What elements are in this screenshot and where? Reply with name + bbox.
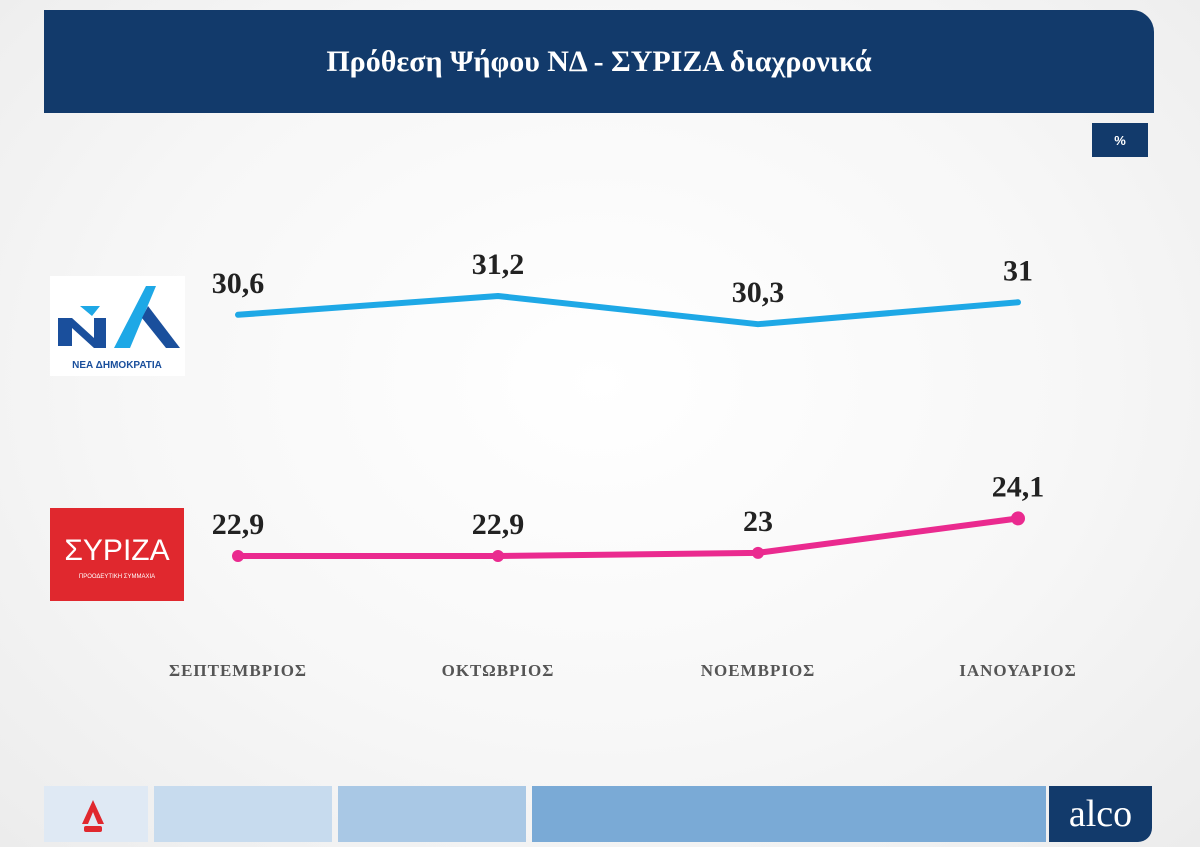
series-1-data-label: 31,2 [472, 248, 525, 281]
x-tick-label: ΟΚΤΩΒΡΙΟΣ [442, 661, 555, 680]
series-2-data-label: 23 [743, 505, 773, 538]
footer-band-3 [338, 786, 526, 842]
series-2-point [492, 550, 504, 562]
x-tick-label: ΝΟΕΜΒΡΙΟΣ [701, 661, 816, 680]
series-1-data-label: 30,6 [212, 267, 265, 300]
series-2-point [752, 546, 764, 559]
nd-logo-caption: ΝΕΑ ΔΗΜΟΚΡΑΤΙΑ [72, 360, 162, 371]
alpha-channel-logo [82, 800, 104, 832]
series-2-point [232, 550, 244, 562]
footer-band-2 [154, 786, 332, 842]
nd-logo: ΝΕΑ ΔΗΜΟΚΡΑΤΙΑ [50, 276, 185, 376]
series-2-line [235, 515, 1021, 559]
series-1-line [235, 293, 1021, 328]
series-1-data-label: 30,3 [732, 276, 785, 309]
footer-band-4 [532, 786, 1046, 842]
x-tick-label: ΙΑΝΟΥΑΡΙΟΣ [959, 661, 1077, 680]
series-2-data-label: 22,9 [472, 508, 525, 541]
syriza-logo-caption: ΠΡΟΟΔΕΥΤΙΚΗ ΣΥΜΜΑΧΙΑ [79, 574, 155, 580]
syriza-logo: ΣΥΡΙΖΑ ΠΡΟΟΔΕΥΤΙΚΗ ΣΥΜΜΑΧΙΑ [50, 508, 184, 601]
series-1-data-label: 31 [1003, 254, 1033, 287]
chart-title: Πρόθεση Ψήφου ΝΔ - ΣΥΡΙΖΑ διαχρονικά [326, 44, 872, 78]
pollster-logo: alco [1049, 786, 1152, 842]
unit-badge: % [1092, 123, 1148, 157]
series-2-point [1011, 511, 1025, 526]
series-2-data-label: 22,9 [212, 508, 265, 541]
x-tick-label: ΣΕΠΤΕΜΒΡΙΟΣ [169, 661, 307, 680]
syriza-logo-mark: ΣΥΡΙΖΑ [64, 534, 169, 567]
series-2-data-label: 24,1 [992, 470, 1045, 503]
title-bar: Πρόθεση Ψήφου ΝΔ - ΣΥΡΙΖΑ διαχρονικά [44, 10, 1154, 113]
